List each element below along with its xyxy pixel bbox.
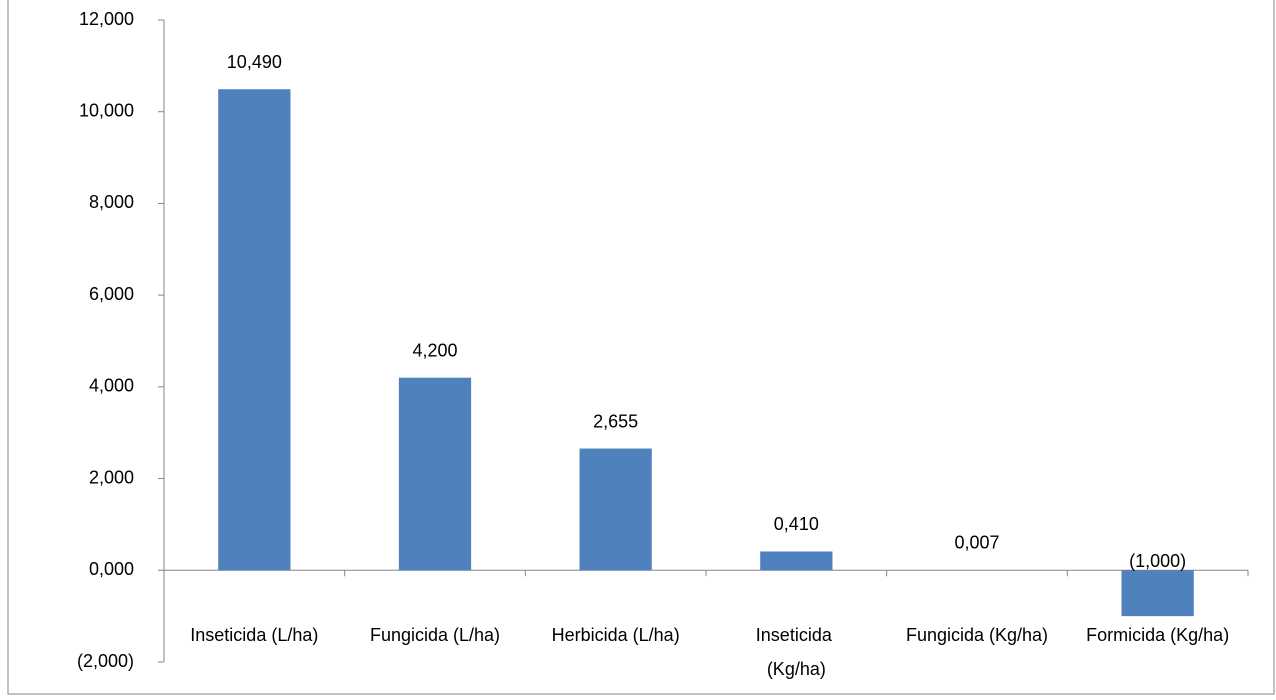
chart-frame (8, 0, 1274, 694)
y-tick-label: 8,000 (89, 192, 134, 212)
x-tick-label: Fungicida (L/ha) (370, 625, 500, 645)
x-tick-label: Herbicida (L/ha) (552, 625, 680, 645)
value-label: 0,007 (954, 533, 999, 553)
y-tick-label: (2,000) (77, 651, 134, 671)
y-tick-label: 12,000 (79, 9, 134, 29)
y-tick-label: 0,000 (89, 559, 134, 579)
bar (399, 378, 471, 571)
x-tick-label: Fungicida (Kg/ha) (906, 625, 1048, 645)
y-tick-label: 2,000 (89, 467, 134, 487)
x-tick-label: Inseticida (L/ha) (190, 625, 318, 645)
bar (580, 449, 652, 571)
y-tick-label: 6,000 (89, 284, 134, 304)
value-label: 4,200 (412, 340, 457, 360)
y-tick-label: 10,000 (79, 100, 134, 120)
bar (218, 89, 290, 570)
value-label: 10,490 (227, 52, 282, 72)
bar (1122, 570, 1194, 616)
x-tick-label: Formicida (Kg/ha) (1086, 625, 1229, 645)
value-label: 0,410 (774, 514, 819, 534)
value-label: (1,000) (1129, 551, 1186, 571)
y-tick-label: 4,000 (89, 376, 134, 396)
x-tick-label: Inseticida (Kg/ha) (756, 625, 837, 679)
bar (760, 551, 832, 570)
value-label: 2,655 (593, 411, 638, 431)
